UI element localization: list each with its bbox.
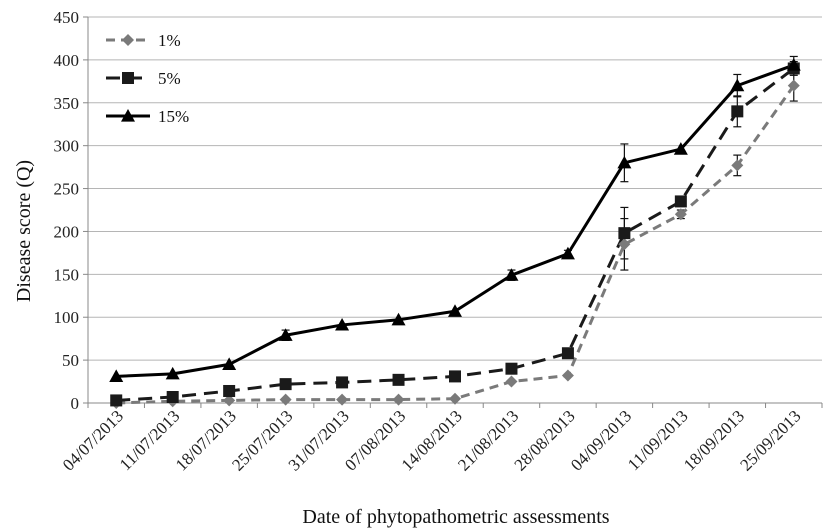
y-tick-label: 0	[71, 394, 80, 413]
point-1pct	[561, 369, 574, 382]
point-1pct	[449, 392, 461, 405]
point-15pct	[222, 357, 237, 370]
point-1pct	[336, 393, 349, 406]
x-tick-label: 25/09/2013	[736, 406, 804, 474]
series-line-5pct	[116, 67, 795, 402]
point-15pct	[504, 268, 519, 281]
point-5pct	[449, 370, 461, 383]
point-5pct	[110, 394, 123, 407]
x-tick-label: 25/07/2013	[228, 406, 296, 474]
y-tick-labels: 0 50 100 150 200 250 300 350 400 450	[54, 8, 80, 413]
legend-label-5pct: 5%	[158, 69, 181, 88]
y-tick-label: 150	[54, 265, 80, 284]
point-1pct	[279, 393, 292, 406]
point-15pct	[391, 312, 406, 326]
point-5pct	[561, 347, 574, 360]
point-5pct	[505, 362, 518, 375]
y-tick-label: 250	[54, 180, 80, 199]
point-5pct	[279, 378, 292, 391]
x-tick-label: 18/09/2013	[680, 406, 748, 474]
series-lines	[116, 63, 795, 405]
legend-marker-5pct	[122, 72, 134, 84]
y-tick-label: 100	[54, 308, 80, 327]
point-15pct	[448, 304, 462, 317]
x-tick-label: 07/08/2013	[341, 406, 409, 474]
y-tick-label: 350	[54, 94, 80, 113]
x-tick-label: 31/07/2013	[285, 406, 353, 474]
x-tick-label: 21/08/2013	[454, 406, 522, 474]
x-tick-label: 28/08/2013	[511, 406, 579, 474]
legend: 1% 5% 15%	[106, 31, 189, 126]
point-1pct	[505, 375, 518, 388]
point-5pct	[674, 195, 687, 208]
point-5pct	[166, 390, 179, 403]
point-5pct	[336, 376, 349, 389]
point-1pct	[731, 159, 744, 172]
point-5pct	[731, 105, 744, 118]
legend-label-1pct: 1%	[158, 31, 181, 50]
point-5pct	[618, 227, 631, 240]
y-tick-label: 50	[62, 351, 79, 370]
legend-marker-15pct	[121, 109, 135, 122]
x-tick-labels: 04/07/201311/07/201318/07/201325/07/2013…	[59, 406, 805, 474]
point-15pct	[786, 58, 801, 71]
y-tick-label: 450	[54, 8, 80, 27]
point-1pct	[223, 394, 236, 407]
point-15pct	[673, 142, 688, 155]
gridlines	[88, 16, 822, 361]
axes	[83, 16, 823, 408]
point-15pct	[617, 155, 632, 169]
y-tick-label: 400	[54, 51, 80, 70]
x-axis-title: Date of phytopathometric assessments	[302, 506, 609, 528]
point-1pct	[674, 208, 687, 221]
x-tick-label: 14/08/2013	[398, 406, 466, 474]
point-1pct	[787, 79, 800, 92]
y-tick-label: 200	[54, 222, 80, 241]
x-tick-label: 18/07/2013	[172, 406, 240, 474]
point-15pct	[560, 246, 575, 260]
point-15pct	[335, 317, 350, 331]
point-15pct	[730, 78, 745, 92]
legend-marker-1pct	[122, 34, 134, 46]
point-15pct	[165, 366, 180, 380]
x-tick-label: 04/09/2013	[567, 406, 635, 474]
point-15pct	[109, 369, 124, 383]
x-tick-label: 04/07/2013	[59, 406, 127, 474]
point-1pct	[392, 393, 405, 406]
point-15pct	[278, 328, 293, 341]
y-axis-title: Disease score (Q)	[13, 160, 35, 302]
point-5pct	[223, 384, 236, 397]
series-markers	[109, 58, 801, 409]
point-5pct	[392, 373, 405, 386]
point-1pct	[618, 238, 631, 251]
series-line-1pct	[116, 84, 795, 405]
y-tick-label: 300	[54, 137, 80, 156]
legend-label-15pct: 15%	[158, 107, 189, 126]
series-line-15pct	[116, 63, 795, 378]
